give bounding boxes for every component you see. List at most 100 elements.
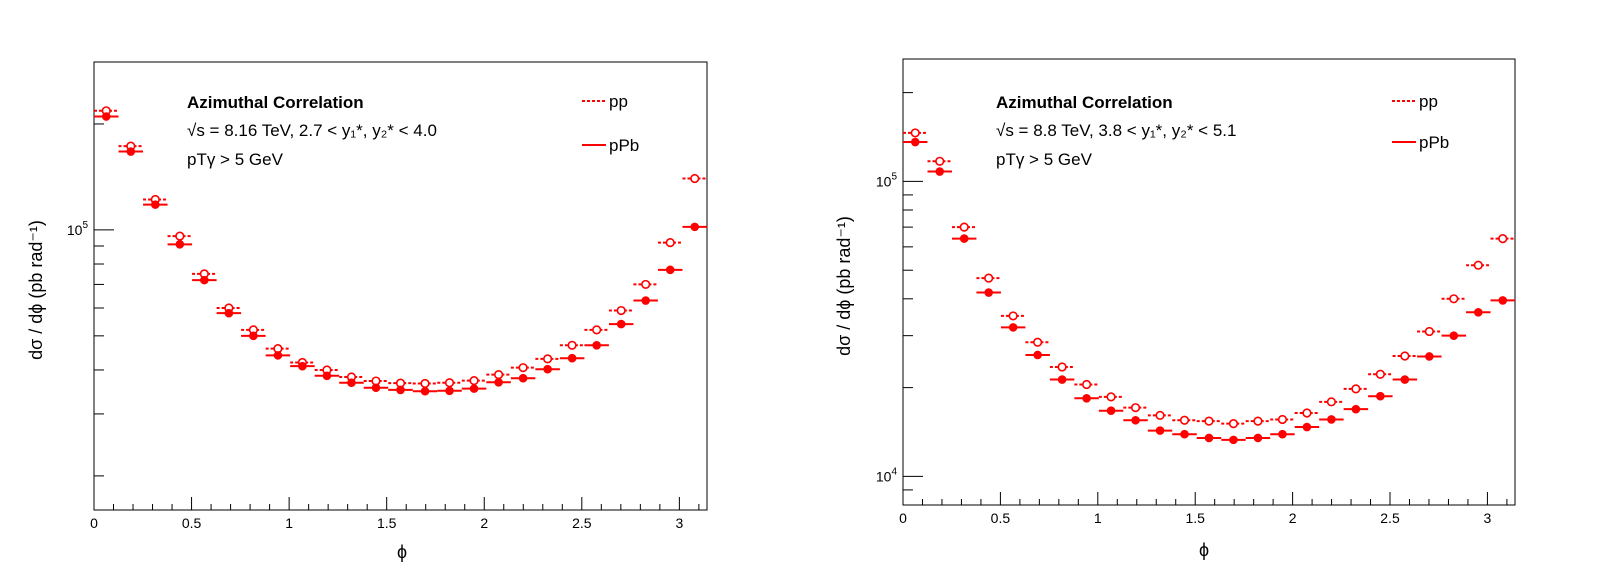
point-pp [567, 340, 577, 350]
point-pp [469, 376, 479, 386]
point-ppb [1327, 415, 1336, 424]
point-pp [444, 378, 455, 388]
x-tick-label: 1 [1094, 510, 1102, 526]
point-pp [1082, 379, 1092, 390]
point-ppb [935, 167, 945, 176]
point-pp [1253, 416, 1263, 426]
panel-right: Azimuthal Correlation √s = 8.8 TeV, 3.8 … [834, 58, 1516, 560]
point-ppb [224, 308, 234, 318]
point-ppb [347, 378, 356, 387]
point-ppb [371, 383, 381, 393]
point-ppb [1155, 426, 1165, 435]
x-tick-label: 2 [480, 515, 488, 531]
point-ppb [1425, 352, 1434, 361]
point-pp [1204, 416, 1214, 426]
legend-ppb-label: pPb [1419, 133, 1449, 152]
point-pp [1449, 294, 1459, 304]
point-ppb [641, 296, 650, 305]
point-pp [543, 354, 553, 364]
annotation-sqrt-s: √s = 8.16 TeV, 2.7 < y₁*, y₂* < 4.0 [187, 121, 437, 140]
point-pp [1498, 233, 1508, 244]
point-pp [592, 325, 602, 335]
point-pp [1277, 414, 1288, 425]
point-ppb [175, 240, 185, 249]
point-ppb [518, 373, 528, 383]
x-tick-label: 3 [1484, 510, 1492, 526]
point-ppb [1131, 415, 1140, 425]
point-pp [959, 222, 969, 232]
point-ppb [1278, 429, 1287, 439]
point-pp [420, 378, 430, 389]
annotation-pt-cut: pTγ > 5 GeV [187, 150, 284, 169]
point-pp [910, 128, 920, 138]
point-ppb [151, 200, 160, 209]
x-tick-label: 1 [285, 515, 293, 531]
point-pp [1057, 362, 1067, 372]
x-tick-label: 0 [899, 510, 907, 526]
point-ppb [1082, 393, 1091, 403]
point-ppb [445, 386, 454, 396]
point-ppb [567, 353, 577, 363]
point-pp [935, 156, 945, 166]
point-pp [1106, 392, 1116, 402]
point-pp [1424, 326, 1434, 337]
y-tick-label: 105 [876, 171, 898, 189]
point-ppb [298, 361, 307, 371]
annotation-title: Azimuthal Correlation [996, 93, 1173, 112]
point-ppb [1033, 350, 1042, 360]
point-pp [1033, 337, 1043, 347]
plot-frame [902, 58, 1516, 506]
point-ppb [1449, 331, 1459, 340]
point-ppb [101, 112, 111, 121]
x-axis-title: ϕ [1199, 540, 1209, 560]
point-ppb [469, 384, 479, 393]
point-ppb [1400, 375, 1410, 384]
point-pp [1302, 408, 1312, 418]
point-ppb [1302, 422, 1312, 432]
point-ppb [420, 386, 430, 396]
point-pp [1375, 369, 1385, 379]
x-tick-label: 3 [675, 515, 683, 531]
point-ppb [1473, 308, 1483, 317]
y-tick-label: 105 [67, 220, 89, 238]
x-axis-title: ϕ [397, 542, 407, 562]
point-ppb [1204, 433, 1214, 443]
point-ppb [273, 351, 283, 360]
point-pp [493, 370, 504, 380]
annotation-pt-cut: pTγ > 5 GeV [996, 150, 1093, 169]
point-pp [1179, 415, 1190, 425]
point-pp [1008, 311, 1018, 321]
point-ppb [543, 364, 552, 374]
point-pp [984, 273, 994, 283]
legend-ppb-label: pPb [609, 136, 639, 155]
point-ppb [126, 147, 136, 156]
panel-left: Azimuthal Correlation √s = 8.16 TeV, 2.7… [26, 61, 708, 562]
point-pp [1155, 410, 1165, 420]
point-ppb [984, 288, 993, 297]
point-ppb [1229, 435, 1238, 445]
point-ppb [249, 331, 258, 341]
point-ppb [1351, 404, 1361, 414]
point-pp [1326, 397, 1336, 407]
point-pp [1351, 384, 1361, 394]
point-ppb [665, 265, 675, 275]
point-pp [641, 279, 651, 290]
point-ppb [1376, 391, 1385, 401]
point-pp [1400, 351, 1410, 361]
point-pp [175, 231, 185, 241]
x-tick-label: 0.5 [991, 510, 1011, 526]
point-ppb [1180, 429, 1189, 439]
point-pp [1130, 403, 1141, 413]
point-ppb [592, 341, 601, 350]
x-tick-label: 2 [1289, 510, 1297, 526]
point-pp [518, 363, 528, 373]
point-ppb [1106, 406, 1116, 416]
legend-pp-label: pp [1419, 92, 1438, 111]
point-pp [1473, 260, 1483, 270]
x-tick-label: 1.5 [377, 515, 397, 531]
point-pp [665, 238, 675, 248]
x-tick-label: 0.5 [182, 515, 202, 531]
y-tick-label: 104 [876, 466, 898, 484]
point-ppb [200, 275, 209, 285]
